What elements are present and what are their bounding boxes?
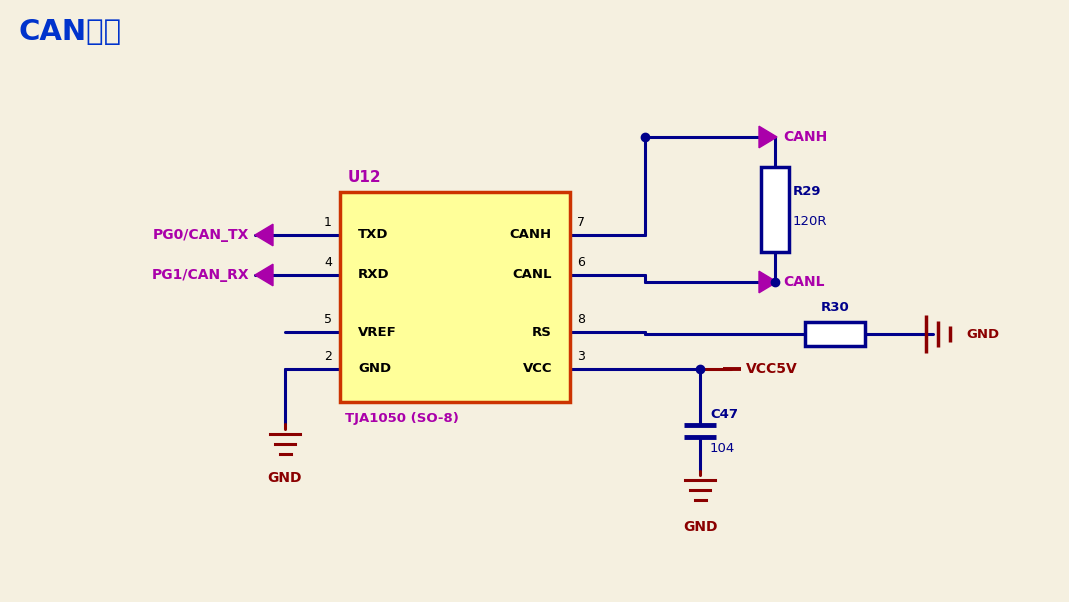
Text: 7: 7 bbox=[577, 216, 585, 229]
Text: 8: 8 bbox=[577, 313, 585, 326]
Text: 10K: 10K bbox=[823, 327, 847, 341]
Polygon shape bbox=[255, 224, 273, 246]
Text: 6: 6 bbox=[577, 256, 585, 269]
Text: RS: RS bbox=[532, 326, 552, 338]
Polygon shape bbox=[255, 264, 273, 286]
Text: VCC: VCC bbox=[523, 362, 552, 376]
Text: PG0/CAN_TX: PG0/CAN_TX bbox=[153, 228, 249, 242]
Text: R30: R30 bbox=[821, 301, 850, 314]
Text: 4: 4 bbox=[324, 256, 332, 269]
Text: CAN接口: CAN接口 bbox=[18, 18, 121, 46]
Text: TJA1050 (SO-8): TJA1050 (SO-8) bbox=[345, 412, 459, 425]
Polygon shape bbox=[759, 126, 777, 148]
Text: VCC5V: VCC5V bbox=[746, 362, 797, 376]
Bar bbox=[805, 322, 865, 346]
Text: R29: R29 bbox=[793, 185, 821, 198]
Text: GND: GND bbox=[966, 327, 1000, 341]
Bar bbox=[340, 192, 570, 402]
Text: 3: 3 bbox=[577, 350, 585, 363]
Text: GND: GND bbox=[683, 520, 717, 534]
Text: GND: GND bbox=[358, 362, 391, 376]
Bar bbox=[761, 167, 789, 252]
Text: CANH: CANH bbox=[510, 229, 552, 241]
Text: PG1/CAN_RX: PG1/CAN_RX bbox=[152, 268, 249, 282]
Text: CANL: CANL bbox=[512, 268, 552, 282]
Text: U12: U12 bbox=[348, 170, 382, 185]
Text: TXD: TXD bbox=[358, 229, 388, 241]
Text: 2: 2 bbox=[324, 350, 332, 363]
Text: RXD: RXD bbox=[358, 268, 389, 282]
Text: 5: 5 bbox=[324, 313, 332, 326]
Text: CANH: CANH bbox=[783, 130, 827, 144]
Text: 104: 104 bbox=[710, 442, 735, 456]
Text: GND: GND bbox=[267, 471, 303, 485]
Polygon shape bbox=[759, 271, 777, 293]
Text: CANL: CANL bbox=[783, 275, 824, 289]
Text: 1: 1 bbox=[324, 216, 332, 229]
Text: 120R: 120R bbox=[793, 215, 827, 228]
Text: VREF: VREF bbox=[358, 326, 397, 338]
Text: C47: C47 bbox=[710, 408, 738, 421]
